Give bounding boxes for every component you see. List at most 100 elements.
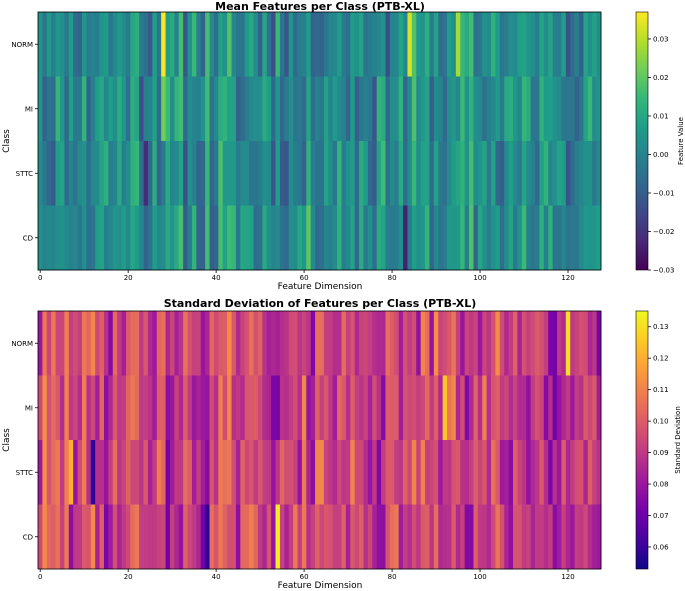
mean-cell [319,141,325,206]
mean-cell [385,76,391,142]
mean-cell [218,12,224,77]
std-cell [376,504,382,570]
std-cell [108,440,114,505]
mean-cell [491,141,496,206]
std-cell [596,311,602,376]
mean-cell [319,205,325,271]
std-cell [51,440,56,505]
std-cell [469,375,474,441]
std-colorbar-label: Standard Deviation [674,406,682,474]
mean-cell [103,76,109,142]
std-cell [583,440,589,505]
std-cell [508,375,514,441]
std-cell [372,375,378,441]
mean-cell [337,141,342,206]
mean-cell [191,12,197,77]
mean-cell [51,12,56,77]
mean-cell [407,76,413,142]
mean-cell [81,205,87,271]
mean-cell [420,76,426,142]
mean-cell [235,205,241,271]
mean-cell [152,76,158,142]
std-cell [293,375,298,441]
mean-cell [548,205,553,271]
std-cell [240,504,246,570]
mean-cell [447,141,452,206]
std-cell [147,504,153,570]
std-cell [350,375,356,441]
mean-cell [139,76,144,142]
std-cell [328,311,334,376]
std-cell [310,440,316,505]
mean-cell [288,12,294,77]
std-heatmap-title: Standard Deviation of Features per Class… [164,297,476,310]
mean-cell [517,205,523,271]
mean-cell [266,12,272,77]
std-cell [139,311,144,376]
mean-cell [165,141,171,206]
std-cell [275,504,281,570]
mean-cell [447,205,452,271]
std-cell [455,375,461,441]
mean-cell [196,76,202,142]
mean-cell [86,76,92,142]
mean-row-label: STTC [16,170,33,178]
std-cell [174,375,180,441]
std-cell [561,440,567,505]
mean-cell [341,205,347,271]
std-cell [451,504,457,570]
std-cell [178,440,184,505]
std-cell [297,375,303,441]
std-cell [112,311,118,376]
mean-colorbar-tick-label: −0.01 [653,189,674,197]
std-cell [275,440,281,505]
mean-cell [583,76,589,142]
std-cell [77,504,83,570]
mean-cell [288,141,294,206]
mean-cell [262,12,268,77]
std-cell [385,504,391,570]
mean-cell [491,205,496,271]
std-cell [147,311,153,376]
std-cell [442,440,448,505]
std-cell [73,311,78,376]
mean-cell [231,141,237,206]
std-cell [38,504,43,570]
std-cell [222,440,228,505]
std-cell [565,440,571,505]
mean-cell [200,205,206,271]
mean-cell [548,76,553,142]
mean-cell [433,205,439,271]
mean-cell [552,76,558,142]
mean-cell [77,12,83,77]
std-cell [235,311,241,376]
mean-cell [570,205,575,271]
std-cell [398,504,404,570]
std-cell [323,440,329,505]
std-cell [253,311,259,376]
std-cell [218,311,224,376]
mean-cell [86,12,92,77]
mean-cell [526,141,531,206]
std-cell [376,375,382,441]
mean-cell [99,141,105,206]
std-cell [367,375,373,441]
std-row-label: CD [23,533,33,541]
mean-cell [222,12,228,77]
mean-cell [464,205,470,271]
std-cell [517,440,523,505]
mean-cell [152,12,158,77]
std-cell [257,440,263,505]
mean-cell [134,12,140,77]
mean-cell [420,205,426,271]
mean-colorbar-label: Feature Value [677,117,685,165]
std-cell [213,440,219,505]
std-cell [51,311,56,376]
mean-cell [42,205,48,271]
mean-cell [548,141,553,206]
std-cell [363,375,369,441]
std-cell [249,504,254,570]
mean-cell [482,205,487,271]
std-cell [152,375,158,441]
mean-cell [59,205,65,271]
